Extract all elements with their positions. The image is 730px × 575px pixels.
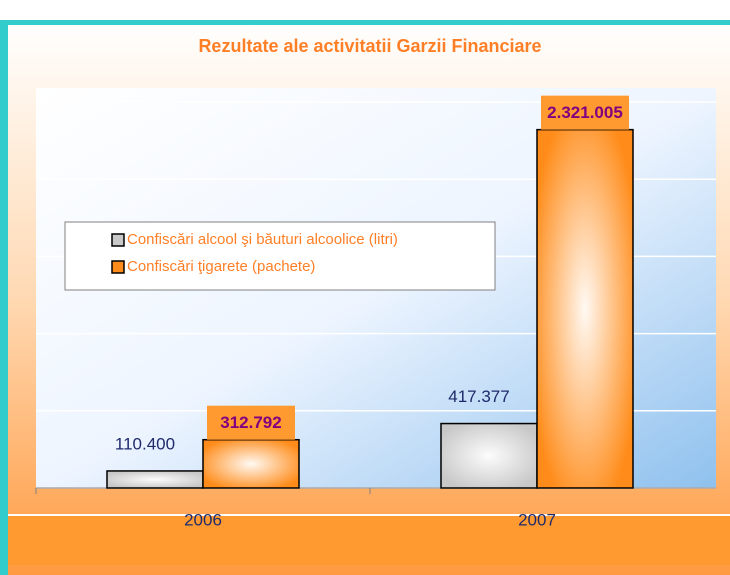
- value-label: 2.321.005: [547, 103, 623, 122]
- legend-label: Confiscări ţigarete (pachete): [127, 258, 315, 275]
- value-label: 417.377: [448, 387, 509, 406]
- frame-left: [0, 20, 8, 575]
- value-label-box: [207, 405, 295, 440]
- bar-sheen: [204, 440, 298, 487]
- value-label-box: [541, 95, 629, 130]
- x-tick-label: 2006: [184, 510, 222, 529]
- value-label: 110.400: [115, 434, 175, 453]
- bar-sheen: [108, 471, 202, 487]
- value-label: 312.792: [220, 413, 281, 432]
- chart-title: Rezultate ale activitatii Garzii Financi…: [198, 36, 541, 56]
- bar-sheen: [538, 130, 632, 487]
- legend-label: Confiscări alcool şi băuturi alcoolice (…: [127, 231, 398, 248]
- bar-sheen: [442, 424, 536, 487]
- bottom-band: [8, 515, 730, 565]
- legend-swatch: [111, 233, 125, 247]
- frame-top: [0, 20, 730, 25]
- legend-swatch: [111, 260, 125, 274]
- x-tick-label: 2007: [518, 510, 556, 529]
- legend-box: [64, 221, 496, 291]
